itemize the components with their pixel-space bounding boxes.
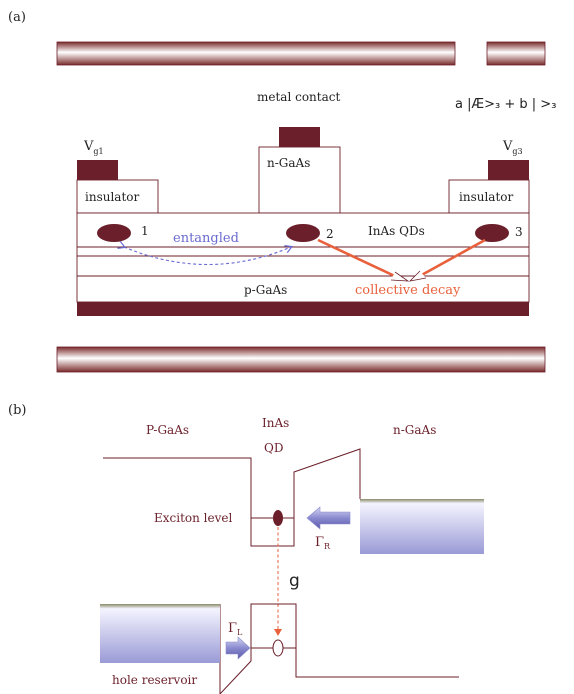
valence-band	[219, 603, 459, 694]
dot-1-label: 1	[141, 224, 149, 238]
inas-label-line2: QD	[264, 441, 283, 455]
decay-arrow-from-dot-2-head	[390, 271, 410, 282]
insulator-right-label: insulator	[459, 190, 513, 204]
collective-decay-label: collective decay	[355, 283, 461, 298]
electron-reservoir	[360, 499, 484, 554]
quantum-dot-3	[475, 224, 509, 242]
n-gaas-box	[258, 146, 341, 214]
hole-reservoir-label: hole reservoir	[112, 673, 197, 687]
decay-arrow-from-dot-2	[317, 238, 402, 281]
gate-pad-left	[77, 160, 118, 180]
inas-label-line1: InAs	[262, 416, 289, 430]
gate-right-label: Vg3	[502, 139, 523, 156]
gamma-l-arrow	[225, 636, 251, 660]
n-gaas-band-label: n-GaAs	[393, 423, 436, 437]
conduction-band	[103, 448, 361, 547]
gate-pad-right	[488, 160, 529, 180]
n-gaas-label: n-GaAs	[267, 156, 310, 170]
exciton-level-label: Exciton level	[154, 511, 232, 525]
hole-reservoir-box	[100, 604, 220, 663]
gamma-r-arrow	[306, 506, 351, 530]
exciton-dot	[273, 510, 283, 526]
entangled-label: entangled	[173, 231, 239, 246]
inas-qds-label: InAs QDs	[368, 224, 425, 238]
gamma-l-label: ΓL	[228, 621, 243, 637]
bottom-bar	[56, 346, 546, 373]
panel-a-label: (a)	[8, 10, 26, 25]
p-gaas-band-label: P-GaAs	[146, 423, 189, 437]
hole-state	[272, 639, 284, 657]
g-label: g	[289, 571, 300, 591]
entangled-arrow	[124, 247, 291, 266]
decay-arrow-from-dot-3-head	[408, 270, 427, 282]
gate-left-label: Vg1	[83, 139, 104, 156]
decay-arrow-from-dot-3	[417, 238, 486, 279]
insulator-left-box	[76, 179, 159, 214]
dot-2-label: 2	[326, 227, 334, 241]
top-bar-right	[486, 41, 546, 66]
bottom-contact-layer	[77, 302, 529, 316]
insulator-left-label: insulator	[85, 190, 139, 204]
panel-b-label: (b)	[8, 403, 26, 418]
metal-contact-label: metal contact	[257, 90, 340, 104]
quantum-dot-2	[286, 224, 320, 242]
top-bar-left	[56, 41, 456, 66]
state-expression: a |Æ>₃ + b | >₃	[455, 97, 556, 112]
dot-3-label: 3	[515, 225, 523, 239]
p-gaas-label: p-GaAs	[244, 283, 287, 297]
metal-contact-pad	[279, 127, 320, 147]
insulator-right-box	[448, 179, 530, 214]
gamma-r-label: ΓR	[315, 535, 331, 551]
quantum-dot-1	[97, 224, 131, 242]
